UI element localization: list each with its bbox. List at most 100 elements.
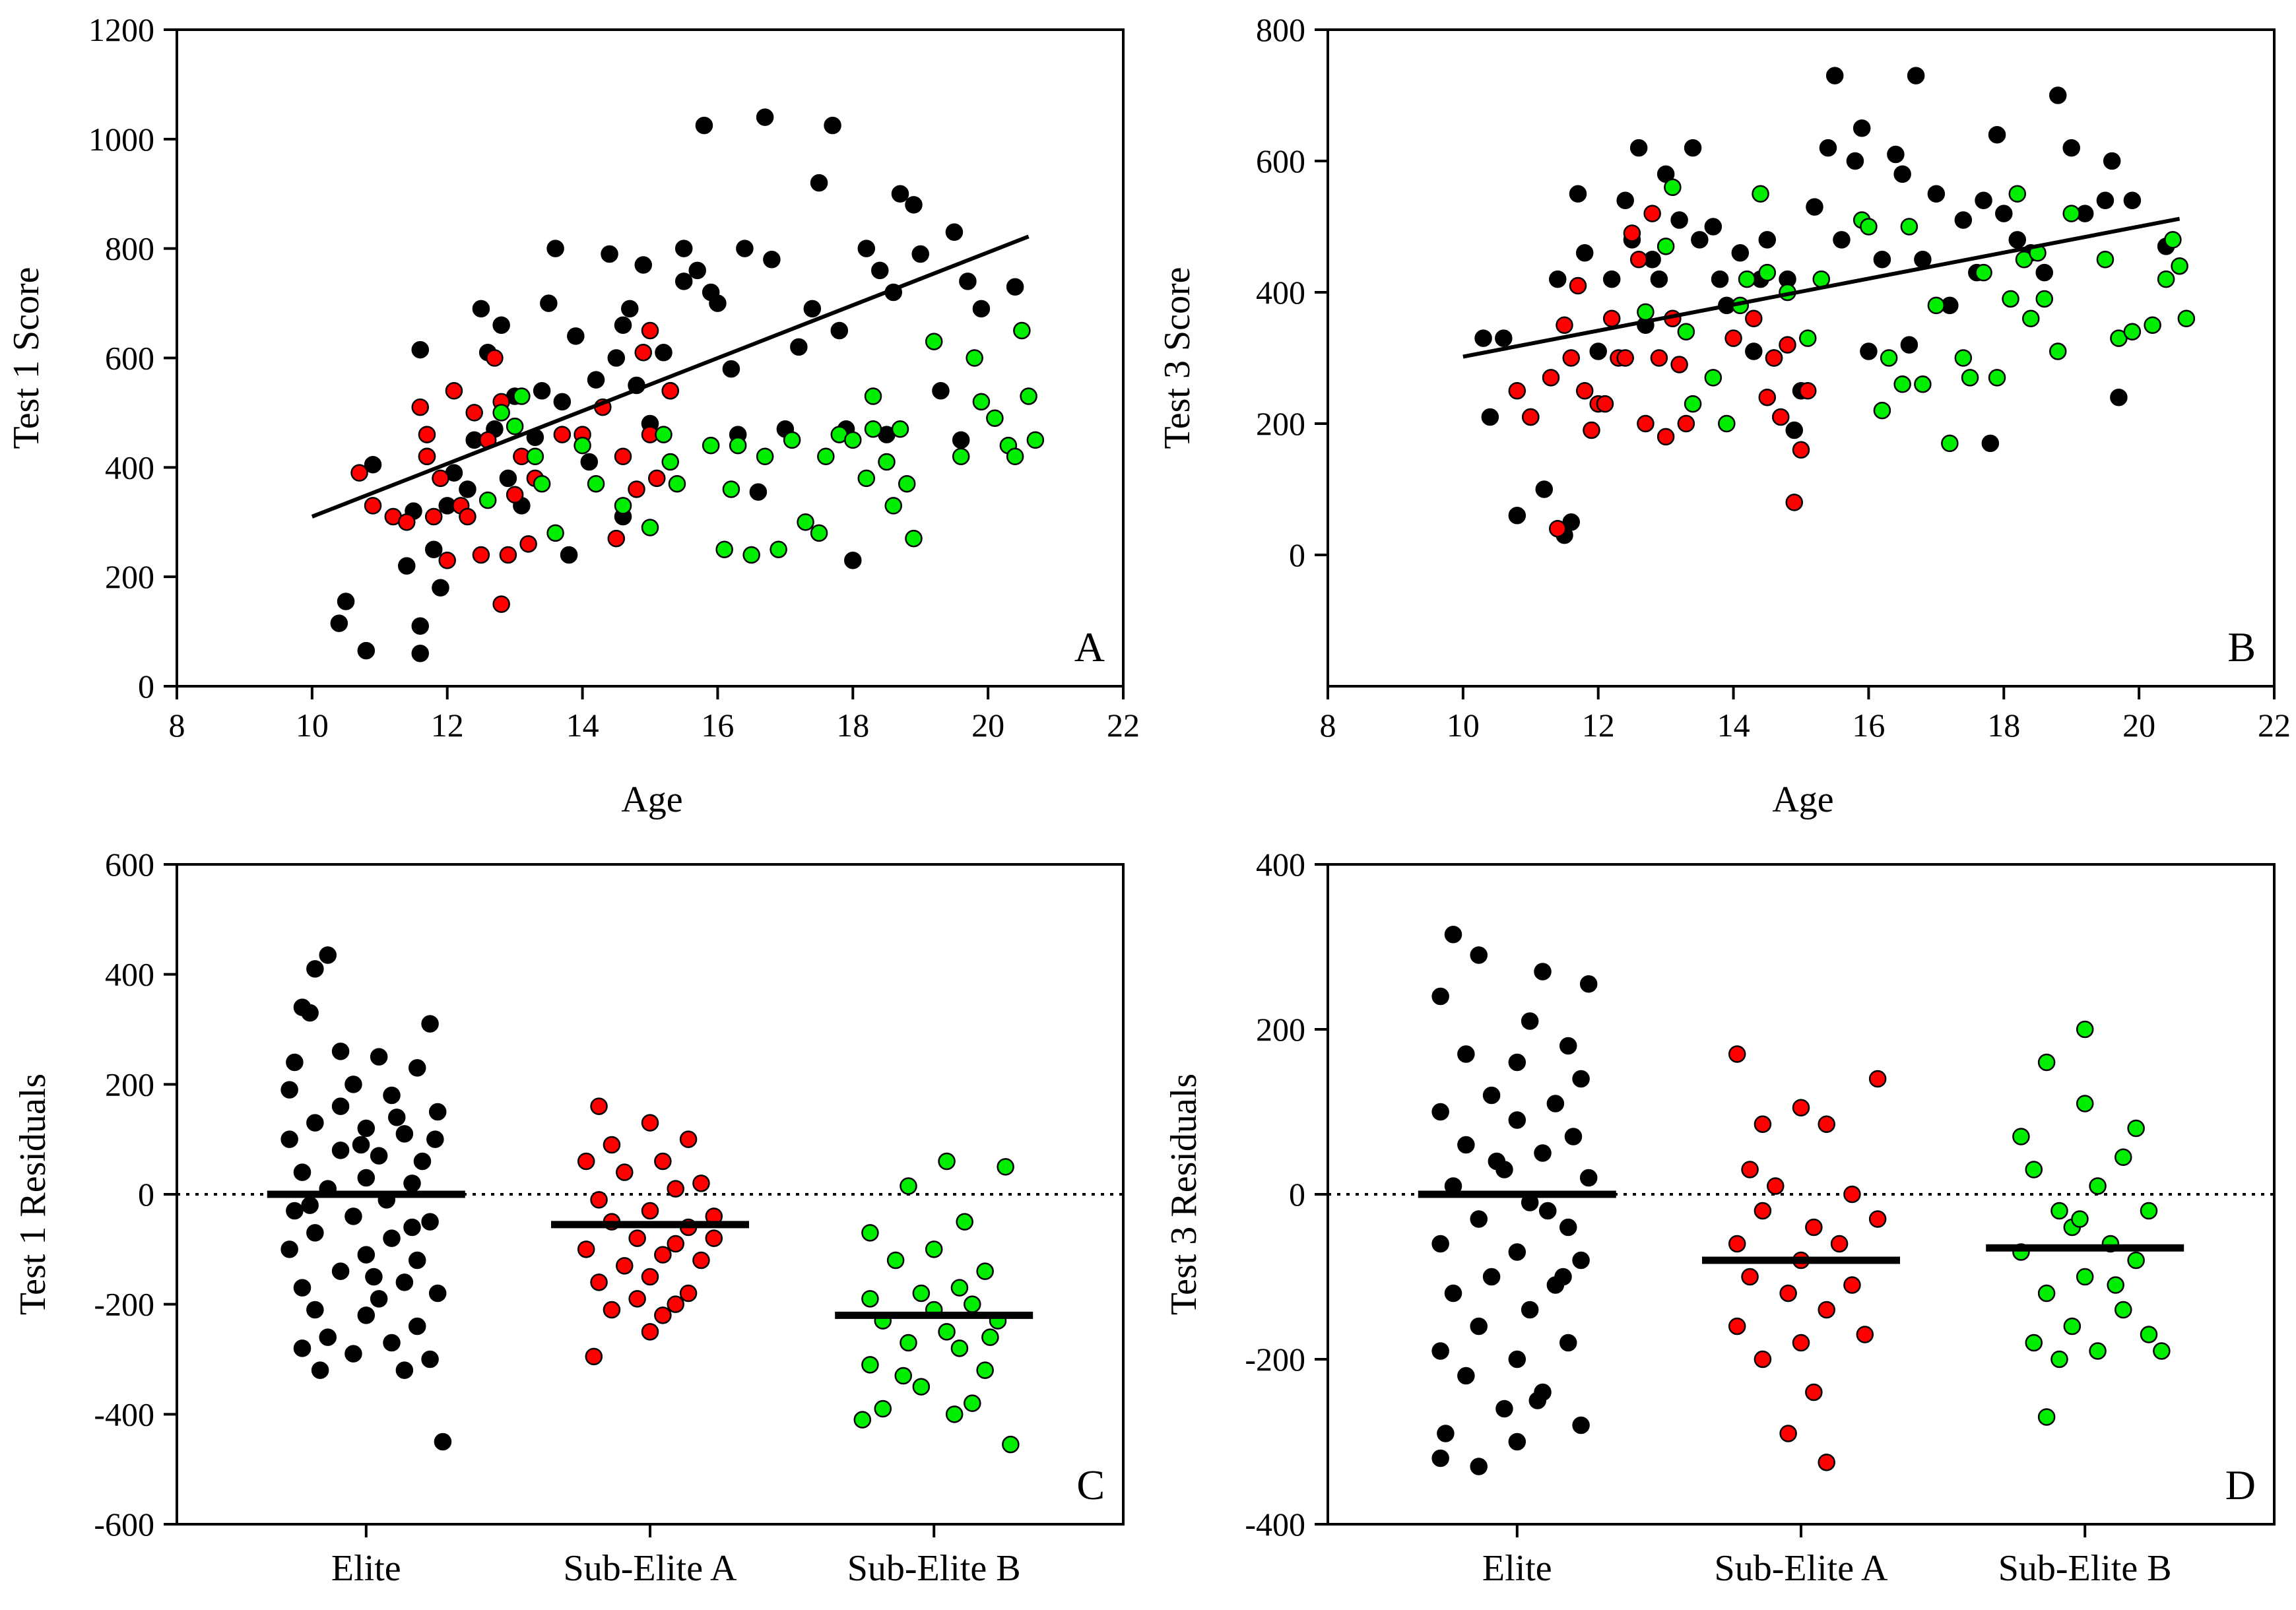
data-point	[2008, 185, 2027, 203]
data-point	[938, 1323, 956, 1341]
data-point	[783, 431, 801, 449]
data-point	[1704, 369, 1722, 387]
data-point	[286, 1202, 304, 1220]
data-point	[1728, 1235, 1746, 1253]
regression-line	[1462, 216, 2181, 359]
data-point	[413, 1152, 432, 1171]
data-point	[1914, 375, 1932, 393]
data-point	[722, 480, 740, 498]
data-point	[2115, 1148, 2132, 1166]
data-point	[330, 614, 348, 632]
data-point	[370, 1147, 388, 1165]
data-point	[614, 497, 632, 515]
data-point	[667, 1235, 684, 1253]
data-point	[1508, 1433, 1526, 1451]
data-point	[857, 469, 876, 488]
data-point	[1431, 1449, 1449, 1467]
data-point	[526, 447, 544, 465]
data-point	[742, 546, 760, 564]
data-point	[1798, 382, 1817, 400]
data-point	[1470, 1458, 1488, 1475]
data-point	[932, 382, 950, 400]
data-point	[900, 1334, 917, 1352]
data-point	[641, 1323, 659, 1341]
data-point	[871, 261, 889, 280]
data-point	[641, 321, 659, 340]
data-point	[722, 360, 740, 378]
x-tick-label: 8	[1320, 707, 1336, 744]
data-point	[661, 453, 679, 471]
data-point	[1437, 1425, 1455, 1442]
data-point	[421, 1350, 439, 1368]
data-point	[1880, 349, 1898, 367]
data-point	[306, 960, 324, 978]
data-point	[2127, 1251, 2145, 1270]
regression-line	[311, 234, 1030, 519]
data-point	[1457, 1045, 1475, 1063]
data-point	[546, 240, 564, 257]
data-point	[1431, 1103, 1449, 1121]
data-point	[614, 316, 632, 334]
data-point	[331, 1142, 350, 1159]
data-point	[894, 1367, 912, 1385]
series-elite	[1474, 67, 2175, 544]
data-point	[667, 1180, 684, 1198]
y-tick-label: 0	[1289, 536, 1305, 573]
data-point	[2002, 290, 2019, 308]
data-point	[1988, 125, 2006, 144]
data-point	[667, 1295, 684, 1313]
data-point	[1575, 244, 1594, 262]
data-point	[1738, 270, 1756, 288]
panel-letter: C	[1076, 1462, 1105, 1508]
y-tick-label: -200	[1245, 1341, 1305, 1378]
data-point	[344, 1076, 362, 1093]
data-point	[2140, 1326, 2158, 1343]
y-tick-label: -400	[94, 1396, 154, 1433]
data-point	[952, 431, 970, 449]
data-point	[891, 185, 909, 203]
y-tick-label: 600	[105, 846, 154, 883]
data-point	[945, 223, 964, 242]
data-point	[884, 497, 902, 515]
data-point	[1860, 342, 1878, 360]
data-point	[1684, 395, 1702, 413]
data-point	[1941, 434, 1959, 453]
data-point	[749, 483, 768, 501]
series-sub-elite-b	[2012, 1020, 2171, 1426]
data-point	[383, 1229, 401, 1247]
data-point	[1907, 67, 1925, 84]
data-point	[641, 1268, 659, 1286]
data-point	[438, 552, 456, 569]
data-point	[641, 1114, 659, 1132]
data-point	[1508, 1243, 1526, 1261]
data-point	[418, 426, 436, 443]
data-point	[886, 1251, 905, 1270]
data-point	[1589, 342, 1607, 360]
data-point	[411, 398, 429, 416]
data-point	[1728, 1317, 1746, 1336]
data-point	[641, 1202, 659, 1220]
data-point	[1758, 231, 1777, 249]
data-point	[411, 340, 429, 359]
data-point	[1806, 198, 1823, 216]
y-tick-label: 1000	[88, 121, 154, 158]
data-point	[1711, 270, 1729, 288]
data-point	[293, 1279, 312, 1297]
data-point	[1893, 375, 1911, 393]
data-point	[590, 1097, 608, 1115]
data-point	[878, 453, 896, 471]
data-point	[506, 486, 524, 504]
data-point	[445, 382, 463, 400]
data-point	[844, 552, 862, 569]
data-point	[533, 382, 551, 400]
data-point	[587, 474, 605, 493]
data-point	[280, 1240, 298, 1258]
data-point	[905, 196, 923, 214]
data-point	[1677, 323, 1695, 340]
data-point	[616, 1163, 634, 1181]
data-point	[634, 256, 653, 274]
data-point	[540, 294, 558, 312]
data-point	[587, 371, 605, 389]
data-point	[1825, 67, 1844, 84]
data-point	[1629, 139, 1648, 157]
